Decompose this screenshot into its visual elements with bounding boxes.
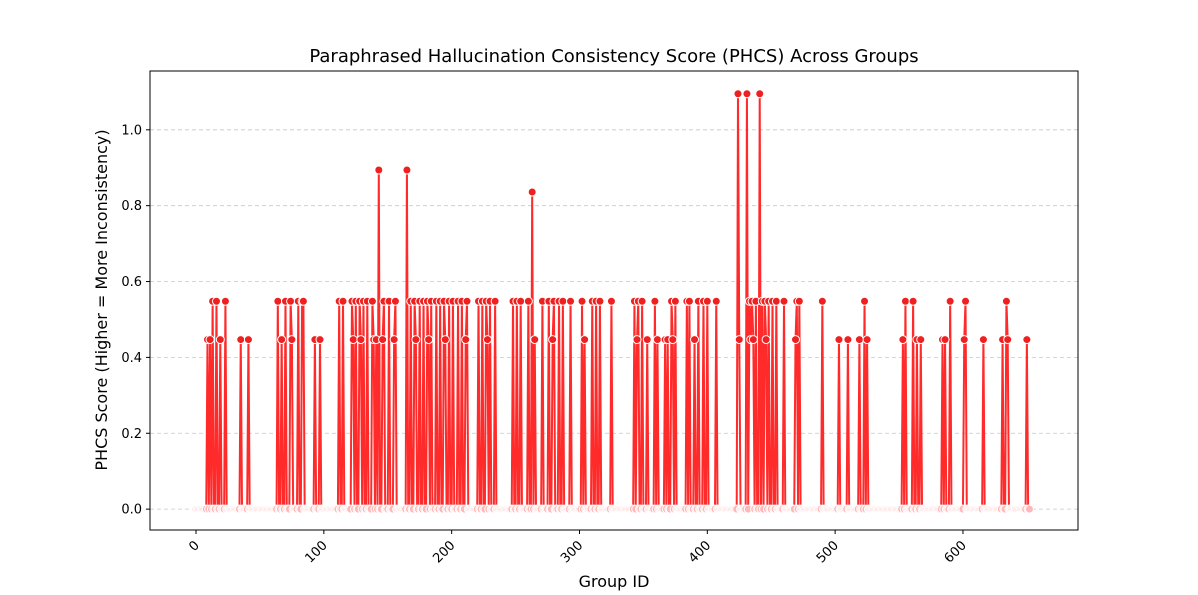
y-tick-label: 0.6 [121,275,142,290]
data-point [794,296,804,306]
data-point [1003,335,1013,345]
data-point [761,335,771,345]
data-point [652,335,662,345]
data-point [462,296,472,306]
data-point [595,296,605,306]
data-point [424,335,434,345]
data-point [277,335,287,345]
data-point [530,335,540,345]
data-point [482,335,492,345]
data-point [367,296,377,306]
data-point [668,335,678,345]
data-point [734,335,744,345]
data-point [817,296,827,306]
y-tick-label: 0.8 [121,199,142,214]
data-point [742,89,752,99]
data-point [215,335,225,345]
y-tick-label: 1.0 [121,123,142,138]
data-point [236,335,246,345]
data-point [273,296,283,306]
data-point [389,335,399,345]
data-point [670,296,680,306]
data-point [771,296,781,306]
data-point [558,296,568,306]
data-point [978,335,988,345]
data-point [390,296,400,306]
data-point [959,335,969,345]
data-point [338,296,348,306]
y-axis-label: PHCS Score (Higher = More Inconsistency) [92,129,111,470]
y-tick-label: 0.4 [121,351,142,366]
data-point [1001,296,1011,306]
data-point [1022,335,1032,345]
data-point [580,335,590,345]
y-tick-label: 0.2 [121,427,142,442]
data-point [900,296,910,306]
data-point [642,335,652,345]
data-point [606,296,616,306]
data-point [287,335,297,345]
plot-area-frame [149,70,1079,531]
data-point [779,296,789,306]
data-point [843,335,853,345]
data-point [527,187,537,197]
x-axis-label: Group ID [579,572,650,591]
data-point [916,335,926,345]
data-point [243,335,253,345]
data-point [862,335,872,345]
points-layer [191,89,1034,514]
chart-title: Paraphrased Hallucination Consistency Sc… [309,46,918,67]
data-point [378,335,388,345]
data-point [490,296,500,306]
data-point [684,296,694,306]
data-point [205,335,215,345]
data-point [945,296,955,306]
y-axis-ticks: 0.0 0.2 0.4 0.6 0.8 1.0 [121,123,150,518]
data-point [961,296,971,306]
data-point [748,335,758,345]
data-point [220,296,230,306]
data-point [211,296,221,306]
data-point [908,296,918,306]
data-point [577,296,587,306]
data-point [402,165,412,175]
data-point [637,296,647,306]
data-point [374,165,384,175]
data-point [702,296,712,306]
data-point [791,335,801,345]
data-point [755,89,765,99]
data-point [348,335,358,345]
data-point [411,335,421,345]
data-point [940,335,950,345]
data-point [1024,504,1034,514]
data-point [315,335,325,345]
data-point [516,296,526,306]
data-point [854,335,864,345]
data-point [711,296,721,306]
data-point [461,335,471,345]
data-point [632,335,642,345]
data-point [298,296,308,306]
data-point [356,335,366,345]
data-point [286,296,296,306]
data-point [860,296,870,306]
data-point [898,335,908,345]
data-point [650,296,660,306]
data-point [733,89,743,99]
data-point [523,296,533,306]
y-tick-label: 0.0 [121,503,142,518]
data-point [440,335,450,345]
data-point [548,335,558,345]
data-point [834,335,844,345]
data-point [690,335,700,345]
data-point [566,296,576,306]
